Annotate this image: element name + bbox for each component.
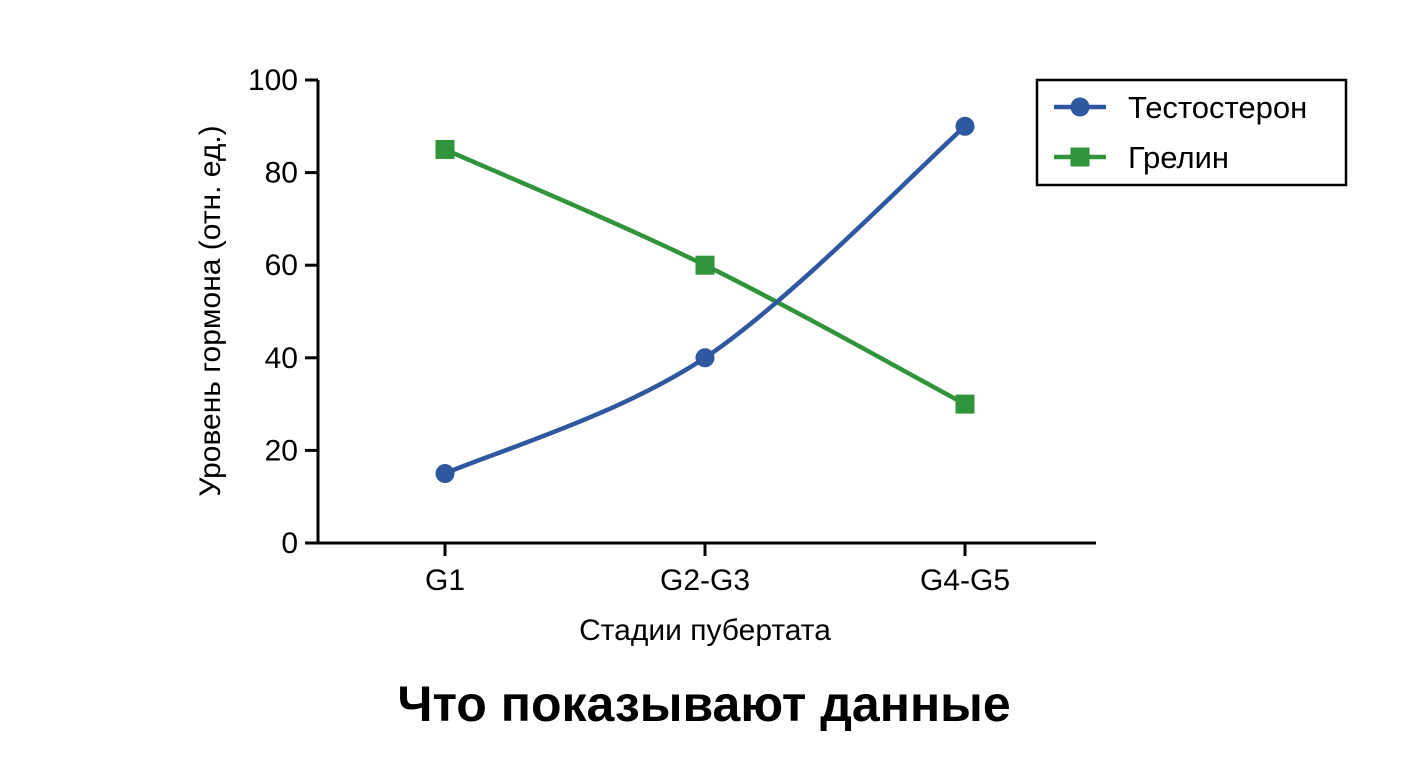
y-tick-label: 60 bbox=[265, 249, 298, 282]
data-point bbox=[435, 464, 455, 484]
legend-item: Грелин bbox=[1054, 140, 1229, 175]
chart: 0 20 40 60 80 100 G1 G2-G3 G4-G5 Стадии пубертата… bbox=[194, 64, 1348, 647]
x-axis-title: Стадии пубертата bbox=[579, 614, 831, 647]
legend-marker bbox=[1070, 147, 1090, 167]
legend-label: Грелин bbox=[1128, 140, 1229, 175]
caption: Что показывают данные bbox=[397, 676, 1011, 732]
data-point bbox=[435, 139, 455, 159]
y-axis-title: Уровень гормона (отн. ед.) bbox=[194, 125, 227, 496]
series-1 bbox=[435, 116, 975, 484]
data-point bbox=[695, 348, 715, 368]
axes: 0 20 40 60 80 100 G1 G2-G3 G4-G5 Стадии пубертата… bbox=[194, 64, 1096, 647]
y-tick-label: 100 bbox=[248, 64, 298, 97]
series-layer bbox=[435, 116, 975, 484]
data-point bbox=[955, 116, 975, 136]
legend-marker bbox=[1070, 97, 1090, 117]
series-2 bbox=[435, 139, 975, 414]
legend-label: Тестостерон bbox=[1128, 90, 1307, 125]
data-point bbox=[955, 394, 975, 414]
x-tick-label: G2-G3 bbox=[660, 564, 750, 597]
legend-box bbox=[1035, 78, 1348, 187]
x-tick-label: G1 bbox=[425, 564, 465, 597]
y-tick-label: 80 bbox=[265, 157, 298, 190]
y-tick-label: 0 bbox=[281, 527, 298, 560]
legend-item: Тестостерон bbox=[1054, 90, 1307, 125]
y-tick-label: 20 bbox=[265, 434, 298, 467]
data-point bbox=[695, 255, 715, 275]
series-line bbox=[442, 124, 968, 476]
legend: Тестостерон Грелин bbox=[1035, 78, 1348, 187]
x-tick-label: G4-G5 bbox=[920, 564, 1010, 597]
y-tick-label: 40 bbox=[265, 342, 298, 375]
